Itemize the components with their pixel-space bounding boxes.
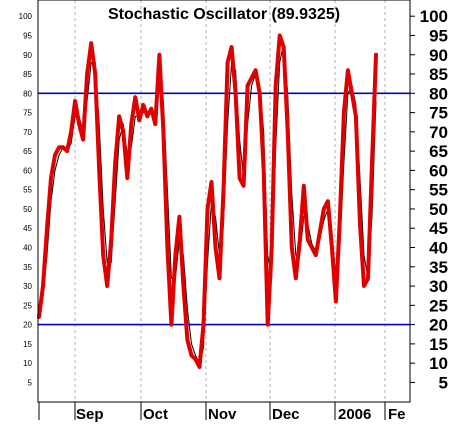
x-axis: Sep Oct Nov Dec 2006 Fe — [38, 402, 406, 423]
y-tick-label-left: 10 — [23, 359, 32, 368]
series-layer — [37, 33, 378, 369]
y-tick-label-right: 55 — [429, 181, 448, 200]
fast-stochastic-line — [37, 33, 378, 369]
y-tick-label-left: 40 — [23, 244, 32, 253]
y-tick-label-left: 35 — [23, 263, 32, 272]
y-tick-label-left: 15 — [23, 340, 32, 349]
y-tick-label-right: 30 — [429, 277, 448, 296]
y-tick-label-right: 95 — [429, 26, 448, 45]
y-tick-label-right: 40 — [429, 239, 448, 258]
y-tick-label-right: 100 — [420, 7, 448, 26]
y-tick-label-right: 20 — [429, 316, 448, 335]
y-tick-label-left: 95 — [23, 31, 32, 40]
y-tick-label-right: 15 — [429, 335, 448, 354]
y-tick-label-right: 90 — [429, 46, 448, 65]
y-tick-label-right: 5 — [439, 373, 448, 392]
y-tick-label-right: 25 — [429, 296, 448, 315]
y-tick-label-left: 45 — [23, 224, 32, 233]
y-tick-label-right: 80 — [429, 84, 448, 103]
grid — [74, 0, 386, 402]
y-tick-label-right: 65 — [429, 142, 448, 161]
y-tick-label-left: 60 — [23, 166, 32, 175]
x-tick-label: Fe — [388, 406, 406, 423]
y-tick-label-right: 70 — [429, 123, 448, 142]
y-tick-label-left: 70 — [23, 128, 32, 137]
y-tick-label-right: 50 — [429, 200, 448, 219]
y-tick-label-left: 5 — [28, 378, 33, 387]
x-tick-label: 2006 — [338, 406, 371, 423]
y-tick-label-right: 75 — [429, 104, 448, 123]
y-tick-label-left: 80 — [23, 89, 32, 98]
y-tick-label-left: 55 — [23, 186, 32, 195]
y-tick-label-right: 35 — [429, 258, 448, 277]
y-tick-label-left: 85 — [23, 70, 32, 79]
y-tick-label-left: 20 — [23, 321, 32, 330]
y-tick-label-right: 85 — [429, 65, 448, 84]
y-tick-label-left: 30 — [23, 282, 32, 291]
y-tick-label-left: 65 — [23, 147, 32, 156]
y-tick-label-left: 25 — [23, 301, 32, 310]
y-tick-label-right: 10 — [429, 354, 448, 373]
y-tick-label-left: 90 — [23, 51, 32, 60]
y-tick-label-left: 50 — [23, 205, 32, 214]
x-tick-label: Oct — [143, 406, 168, 423]
plot-frame — [37, 0, 411, 403]
x-tick-label: Dec — [272, 406, 300, 423]
left-axis: 5 10 15 20 25 30 35 40 45 50 55 60 65 70 75 80 85 90 95 100 — [19, 12, 33, 387]
y-tick-label-right: 60 — [429, 161, 448, 180]
y-tick-label-right: 45 — [429, 219, 448, 238]
x-tick-label: Sep — [76, 406, 104, 423]
y-tick-label-left: 100 — [19, 12, 33, 21]
y-tick-label-left: 75 — [23, 109, 32, 118]
chart-title: Stochastic Oscillator (89.9325) — [108, 6, 340, 23]
x-tick-label: Nov — [208, 406, 237, 423]
